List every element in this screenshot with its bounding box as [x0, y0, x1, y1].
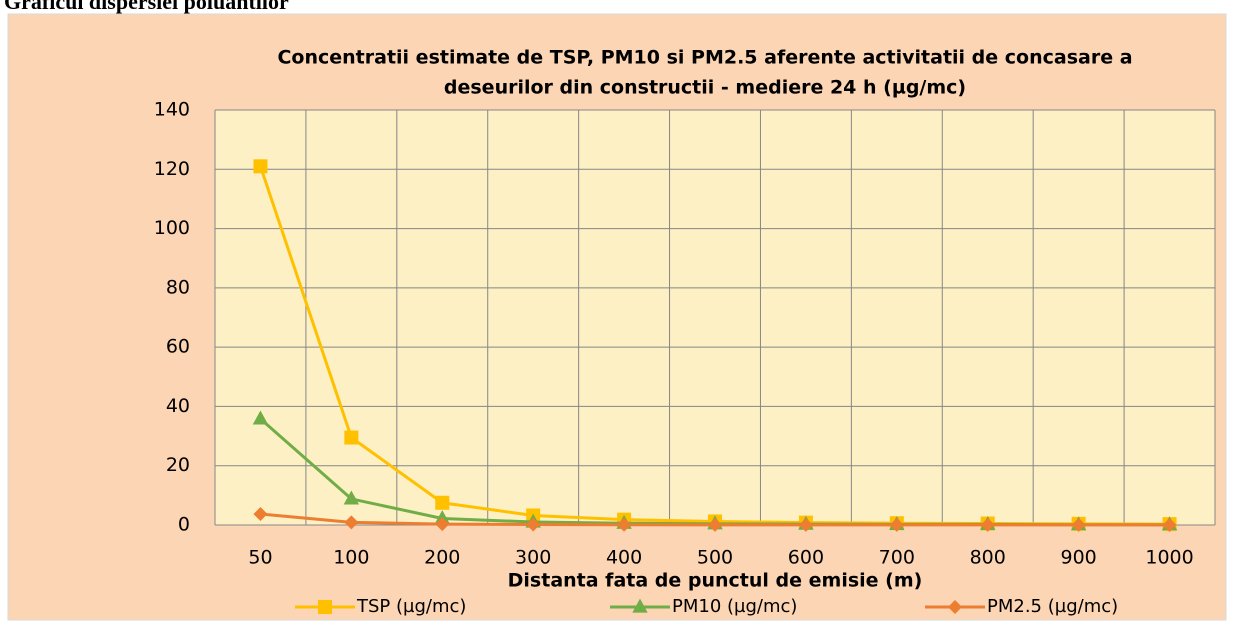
marker: [253, 159, 268, 174]
marker: [708, 517, 722, 532]
x-tick-label: 900: [1061, 547, 1097, 569]
y-tick-label: 40: [166, 395, 190, 417]
plot-area: [215, 110, 1215, 525]
x-tick-label: 600: [788, 547, 824, 569]
x-tick-label: 1000: [1145, 547, 1193, 569]
legend-marker: [948, 600, 962, 614]
marker: [435, 517, 450, 532]
y-tick-label: 100: [154, 217, 190, 239]
x-tick-label: 800: [970, 547, 1006, 569]
chart-title: deseurilor din constructii - mediere 24 …: [444, 77, 966, 99]
marker: [435, 495, 450, 510]
legend-label: PM10 (µg/mc): [672, 596, 797, 617]
x-tick-label: 200: [424, 547, 460, 569]
legend-label: PM2.5 (µg/mc): [987, 596, 1118, 617]
x-tick-label: 700: [879, 547, 915, 569]
x-tick-label: 300: [515, 547, 551, 569]
marker: [253, 507, 268, 522]
marker: [344, 430, 359, 445]
marker: [980, 517, 995, 532]
legend-marker: [318, 600, 332, 614]
marker: [434, 510, 450, 525]
x-axis-label: Distanta fata de punctul de emisie (m): [508, 570, 923, 592]
marker: [344, 515, 359, 530]
legend-marker: [632, 598, 648, 613]
chart-title: Concentratii estimate de TSP, PM10 si PM…: [277, 47, 1132, 69]
x-tick-label: 400: [606, 547, 642, 569]
x-tick-label: 100: [333, 547, 369, 569]
marker: [617, 517, 632, 532]
marker: [526, 517, 541, 532]
marker: [1071, 517, 1086, 532]
page-heading: Graficul dispersiei poluantilor: [4, 0, 289, 14]
legend-label: TSP (µg/mc): [356, 596, 466, 617]
y-tick-label: 140: [154, 99, 190, 121]
marker: [889, 517, 904, 532]
y-tick-label: 120: [154, 158, 190, 180]
marker: [252, 410, 269, 425]
x-tick-label: 500: [697, 547, 733, 569]
y-tick-label: 0: [178, 514, 190, 536]
marker: [343, 490, 360, 505]
x-tick-label: 50: [248, 547, 272, 569]
marker: [1162, 517, 1177, 532]
y-tick-label: 60: [166, 336, 190, 358]
y-tick-label: 80: [166, 276, 190, 298]
marker: [798, 517, 813, 532]
y-tick-label: 20: [166, 454, 190, 476]
